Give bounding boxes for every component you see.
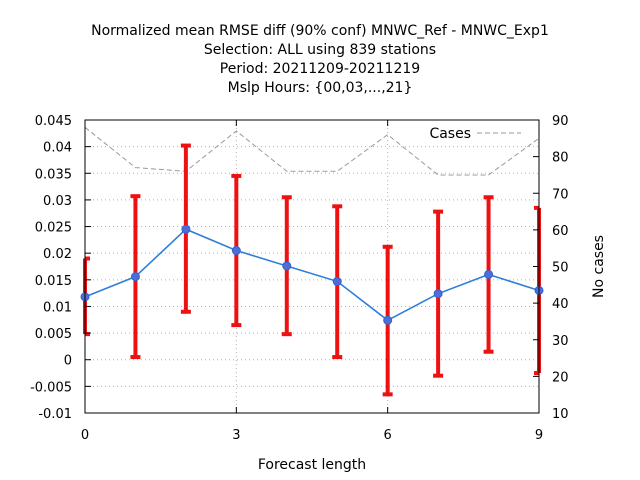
data-point (282, 261, 292, 271)
y-tick-label: 0.015 (35, 274, 72, 289)
title-line: Period: 20211209-20211219 (220, 61, 420, 77)
grid (85, 120, 539, 413)
y-tick-label: 0 (64, 354, 72, 369)
plot-border (84, 119, 540, 414)
y2-tick-label: 40 (552, 297, 569, 312)
y-tick-label: 0.02 (43, 247, 72, 262)
x-tick-label: 9 (535, 428, 543, 443)
title-line: Normalized mean RMSE diff (90% conf) MNW… (91, 23, 549, 39)
y-tick-label: 0.035 (35, 167, 72, 182)
title-line: Selection: ALL using 839 stations (204, 42, 436, 58)
y2-tick-label: 50 (552, 261, 569, 276)
y-tick-label: 0.03 (43, 194, 72, 209)
y2-tick-label: 20 (552, 370, 569, 385)
x-axis-label: Forecast length (258, 457, 366, 473)
y-tick-label: 0.025 (35, 221, 72, 236)
y-tick-label: 0.045 (35, 114, 72, 129)
data-point (332, 276, 342, 286)
main-series (80, 224, 544, 325)
y2-tick-label: 90 (552, 114, 569, 129)
y-tick-label: -0.01 (38, 407, 72, 422)
y2-tick-label: 80 (552, 151, 569, 166)
chart-title: Normalized mean RMSE diff (90% conf) MNW… (91, 23, 549, 96)
y2-tick-label: 30 (552, 334, 569, 349)
legend-label-cases: Cases (429, 126, 471, 142)
y-tick-label: 0.01 (43, 300, 72, 315)
x-tick-label: 6 (384, 428, 392, 443)
title-line: Mslp Hours: {00,03,...,21} (228, 80, 413, 96)
y2-tick-label: 70 (552, 187, 569, 202)
x-tick-label: 3 (232, 428, 240, 443)
x-tick-label: 0 (81, 428, 89, 443)
cases-series (84, 126, 540, 176)
data-point (484, 269, 494, 279)
y-tick-label: -0.005 (30, 380, 72, 395)
y-tick-label: 0.005 (35, 327, 72, 342)
main-series-line (84, 228, 540, 322)
y-tick-label: 0.04 (43, 141, 72, 156)
ticks: -0.01 -0.005 0 0.005 0.01 0.015 0.02 0.025 0.03 0… (30, 114, 568, 443)
y2-axis-label: No cases (591, 235, 607, 298)
data-point (433, 289, 443, 299)
data-point (231, 246, 241, 256)
data-point (383, 315, 393, 325)
error-bars (83, 143, 541, 397)
data-point (181, 224, 191, 234)
y2-tick-label: 10 (552, 407, 569, 422)
legend: Cases (429, 126, 521, 142)
y2-tick-label: 60 (552, 224, 569, 239)
cases-line (84, 126, 540, 176)
data-point (130, 272, 140, 282)
